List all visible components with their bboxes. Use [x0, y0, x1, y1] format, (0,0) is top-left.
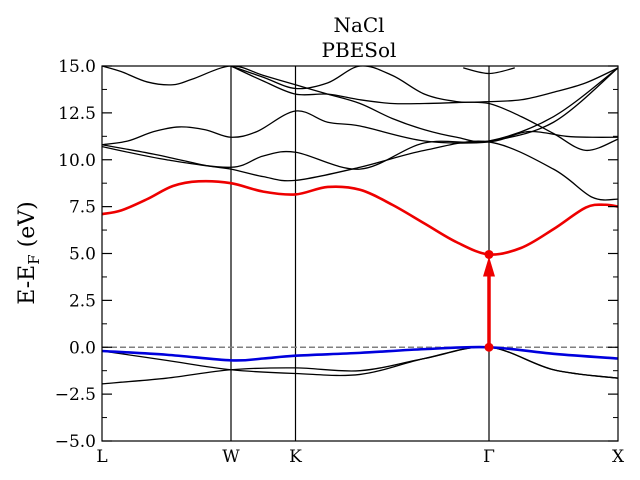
- y-axis-label-main: E-E: [15, 265, 40, 305]
- band-line: [102, 67, 618, 170]
- band-line: [102, 140, 618, 201]
- valence-band-maximum-line: [102, 345, 618, 362]
- band-line: [230, 66, 618, 152]
- y-tick-label: 15.0: [58, 57, 96, 77]
- band-gap-arrow-head: [483, 256, 495, 277]
- band-line: [463, 67, 515, 75]
- y-tick-label: 5.0: [69, 245, 96, 265]
- y-tick-label: −2.5: [55, 385, 96, 405]
- valence-max-point: [484, 342, 494, 352]
- y-axis-label-subscript: F: [25, 254, 43, 264]
- y-tick-label: 7.5: [69, 198, 96, 218]
- band-line: [230, 66, 618, 105]
- y-axis-label-unit: (eV): [15, 201, 40, 254]
- axes-frame: [101, 65, 619, 442]
- band-gap-annotation: [483, 249, 495, 352]
- band-line: [102, 110, 618, 146]
- band-line: [102, 346, 618, 379]
- chart-title: NaCl: [333, 13, 384, 37]
- axes: 15.0 12.5 10.0 7.5 5.0 2.5 0.0 −2.5 −5.0L W K Γ X: [55, 57, 625, 467]
- y-tick-label: 0.0: [69, 338, 96, 358]
- y-axis-label: E-EF (eV): [15, 201, 43, 304]
- kpoint-label: K: [289, 447, 302, 467]
- y-tick-label: 12.5: [58, 104, 96, 124]
- band-line: [102, 66, 618, 143]
- band-lines: [102, 66, 618, 385]
- highlight-lines: [102, 179, 618, 362]
- y-tick-label: −5.0: [55, 432, 96, 452]
- kpoint-label: Γ: [483, 447, 495, 467]
- conduction-min-point: [484, 249, 494, 259]
- kpoint-label: L: [96, 447, 107, 467]
- kpoint-label: W: [222, 447, 240, 467]
- y-tick-label: 10.0: [58, 151, 96, 171]
- plot-area: [102, 66, 618, 441]
- conduction-band-minimum-line: [102, 179, 618, 256]
- kpoint-label: X: [612, 447, 625, 467]
- chart-subtitle: PBESol: [322, 38, 397, 62]
- y-tick-label: 2.5: [69, 291, 96, 311]
